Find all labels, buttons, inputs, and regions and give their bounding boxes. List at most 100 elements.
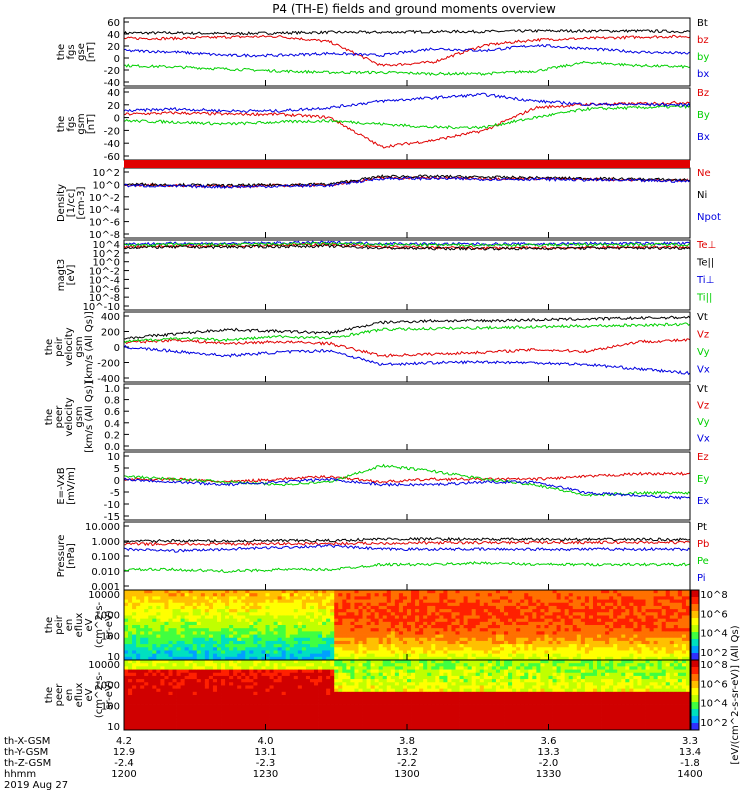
heatmap-cell (346, 631, 351, 635)
heatmap-cell (455, 605, 460, 610)
heatmap-cell (532, 602, 537, 607)
heatmap-cell (366, 596, 372, 600)
heatmap-cell (463, 599, 469, 604)
heatmap-cell (362, 669, 367, 674)
heatmap-cell (677, 609, 683, 613)
heatmap-cell (322, 720, 327, 725)
heatmap-cell (483, 612, 489, 616)
heatmap-cell (613, 640, 618, 645)
heatmap-cell (237, 596, 242, 600)
heatmap-cell (520, 656, 525, 661)
heatmap-cell (451, 615, 456, 620)
heatmap-cell (261, 691, 266, 696)
heatmap-cell (560, 596, 566, 600)
heatmap-cell (568, 628, 574, 632)
heatmap-cell (499, 596, 505, 600)
heatmap-cell (451, 621, 456, 626)
heatmap-cell (382, 710, 388, 715)
heatmap-cell (233, 714, 238, 718)
heatmap-cell (208, 653, 214, 658)
heatmap-cell (374, 710, 380, 715)
heatmap-cell (382, 656, 388, 661)
heatmap-cell (326, 685, 331, 690)
heatmap-cell (196, 590, 202, 594)
heatmap-cell (212, 605, 218, 610)
heatmap-cell (350, 675, 355, 680)
heatmap-cell (677, 644, 683, 648)
heatmap-cell (552, 631, 557, 635)
heatmap-cell (253, 650, 258, 655)
heatmap-cell (148, 612, 153, 616)
heatmap-cell (407, 682, 412, 686)
heatmap-cell (277, 707, 283, 712)
heatmap-cell (128, 695, 133, 699)
heatmap-cell (184, 682, 190, 686)
heatmap-cell (342, 621, 347, 626)
heatmap-cell (532, 612, 537, 616)
heatmap-cell (196, 688, 202, 693)
heatmap-cell (305, 644, 311, 648)
heatmap-cell (540, 596, 545, 600)
heatmap-cell (358, 707, 363, 712)
heatmap-cell (269, 698, 274, 702)
heatmap-cell (366, 695, 372, 699)
heatmap-cell (229, 605, 234, 610)
heatmap-cell (309, 704, 315, 709)
heatmap-cell (273, 691, 279, 696)
heatmap-cell (443, 615, 448, 620)
heatmap-cell (140, 621, 145, 626)
heatmap-cell (657, 596, 663, 600)
heatmap-cell (233, 596, 238, 600)
heatmap-cell (685, 609, 691, 613)
heatmap-cell (318, 663, 323, 667)
heatmap-cell (156, 717, 161, 721)
heatmap-cell (346, 720, 351, 725)
heatmap-cell (322, 593, 327, 597)
heatmap-cell (128, 650, 133, 655)
heatmap-cell (613, 593, 618, 597)
heatmap-cell (144, 723, 149, 728)
heatmap-cell (455, 628, 460, 632)
heatmap-cell (164, 682, 169, 686)
heatmap-cell (164, 625, 169, 629)
heatmap-cell (641, 656, 646, 661)
heatmap-cell (233, 644, 238, 648)
heatmap-cell (661, 599, 667, 604)
heatmap-cell (249, 621, 254, 626)
heatmap-cell (241, 625, 246, 629)
heatmap-cell (532, 593, 537, 597)
heatmap-cell (665, 637, 671, 642)
heatmap-cell (499, 621, 505, 626)
heatmap-cell (196, 714, 202, 718)
heatmap-cell (212, 602, 218, 607)
heatmap-cell (192, 640, 198, 645)
heatmap-cell (398, 656, 404, 661)
heatmap-cell (180, 663, 186, 667)
heatmap-cell (285, 628, 291, 632)
heatmap-cell (160, 675, 165, 680)
heatmap-cell (140, 593, 145, 597)
heatmap-cell (322, 691, 327, 696)
heatmap-cell (229, 704, 234, 709)
heatmap-cell (301, 656, 307, 661)
heatmap-cell (354, 660, 359, 664)
heatmap-cell (257, 634, 262, 639)
heatmap-cell (309, 621, 315, 626)
heatmap-cell (184, 631, 190, 635)
heatmap-cell (625, 602, 630, 607)
heatmap-cell (588, 637, 594, 642)
heatmap-cell (326, 663, 331, 667)
heatmap-cell (144, 640, 149, 645)
heatmap-cell (451, 590, 456, 594)
heatmap-cell (338, 714, 343, 718)
heatmap-cell (338, 698, 343, 702)
heatmap-cell (386, 602, 392, 607)
heatmap-cell (653, 621, 659, 626)
heatmap-cell (358, 666, 363, 670)
heatmap-cell (148, 685, 153, 690)
heatmap-cell (249, 679, 254, 683)
heatmap-cell (285, 644, 291, 648)
heatmap-cell (132, 717, 137, 721)
heatmap-cell (629, 650, 634, 655)
heatmap-cell (309, 609, 315, 613)
